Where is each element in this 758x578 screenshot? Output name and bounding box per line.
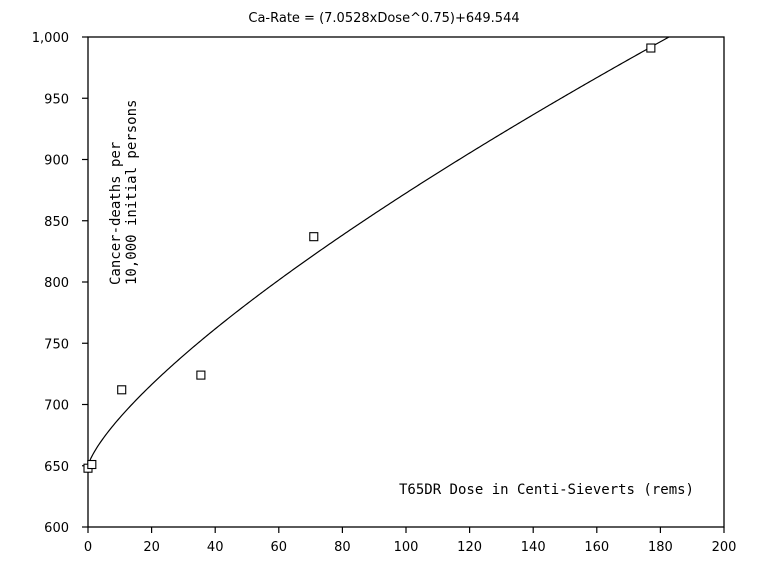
y-tick-label: 1,000 bbox=[32, 31, 69, 46]
data-points bbox=[83, 43, 656, 473]
x-tick-label: 20 bbox=[143, 540, 160, 555]
x-tick-label: 40 bbox=[207, 540, 224, 555]
x-tick-label: 0 bbox=[84, 540, 92, 555]
y-axis-label-line1: Cancer-deaths per bbox=[108, 142, 124, 285]
data-point-square bbox=[87, 459, 97, 470]
x-tick-label: 100 bbox=[394, 540, 419, 555]
x-tick-label: 180 bbox=[648, 540, 673, 555]
y-tick-label: 900 bbox=[44, 154, 69, 169]
data-point-square bbox=[309, 232, 319, 242]
y-axis-label-line2: 10,000 initial persons bbox=[124, 100, 140, 285]
y-tick-label: 800 bbox=[44, 276, 69, 291]
chart-title: Ca-Rate = (7.0528xDose^0.75)+649.544 bbox=[248, 11, 519, 26]
x-tick-label: 60 bbox=[271, 540, 288, 555]
data-point-square bbox=[117, 385, 127, 395]
x-tick-label: 200 bbox=[712, 540, 737, 555]
y-tick-label: 950 bbox=[44, 92, 69, 107]
x-tick-label: 160 bbox=[584, 540, 609, 555]
data-point-square bbox=[646, 43, 656, 53]
x-axis-label: T65DR Dose in Centi-Sieverts (rems) bbox=[399, 482, 694, 498]
y-tick-label: 750 bbox=[44, 337, 69, 352]
y-tick-label: 650 bbox=[44, 460, 69, 475]
y-axis: 600 650 700 750 800 850 900 950 1,000 bbox=[32, 31, 88, 536]
data-point-square bbox=[196, 370, 206, 380]
plot-area-frame bbox=[87, 36, 725, 528]
fit-curve bbox=[87, 36, 670, 467]
x-axis: 0 20 40 60 80 100 120 140 160 180 200 bbox=[84, 527, 737, 555]
y-tick-label: 600 bbox=[44, 521, 69, 536]
x-tick-label: 140 bbox=[521, 540, 546, 555]
y-tick-label: 850 bbox=[44, 215, 69, 230]
x-tick-label: 120 bbox=[457, 540, 482, 555]
y-tick-label: 700 bbox=[44, 399, 69, 414]
x-tick-label: 80 bbox=[334, 540, 351, 555]
